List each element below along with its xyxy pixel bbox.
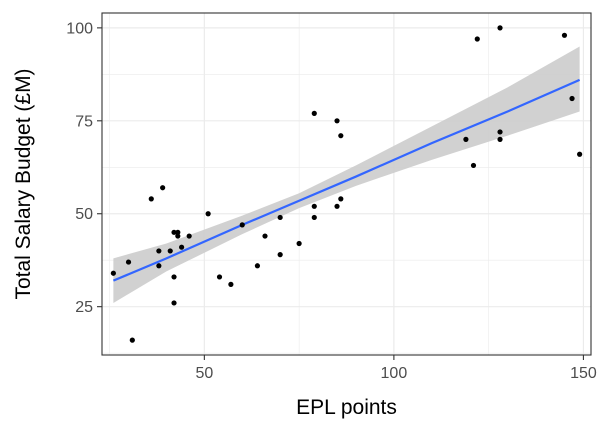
- y-tick-label: 75: [75, 113, 93, 130]
- data-point: [311, 110, 317, 116]
- y-tick-label: 50: [75, 206, 93, 223]
- data-point: [186, 233, 192, 239]
- data-point: [277, 214, 283, 221]
- data-point: [262, 233, 268, 239]
- data-point: [474, 36, 480, 42]
- axis-ticks: 50 100 150 25 50 75 100: [66, 20, 597, 382]
- data-point: [470, 162, 477, 169]
- panel-border: [101, 12, 592, 356]
- data-point: [239, 222, 245, 228]
- data-point: [311, 214, 317, 221]
- x-tick-label: 150: [570, 365, 597, 382]
- data-point: [171, 300, 177, 306]
- data-point: [110, 270, 116, 276]
- data-point: [156, 248, 162, 254]
- data-point: [125, 259, 132, 265]
- data-points: [110, 25, 583, 343]
- data-point: [167, 248, 173, 254]
- data-point: [561, 32, 568, 38]
- data-point: [216, 274, 223, 280]
- data-point: [296, 240, 302, 247]
- data-point: [497, 129, 503, 135]
- data-point: [338, 133, 344, 139]
- data-point: [577, 151, 583, 157]
- y-tick-label: 25: [75, 299, 93, 316]
- y-axis-title: Total Salary Budget (£M): [12, 68, 35, 299]
- data-point: [334, 118, 340, 124]
- data-point: [179, 244, 185, 250]
- data-point: [463, 136, 469, 142]
- x-axis-title: EPL points: [296, 396, 397, 419]
- data-point: [338, 196, 344, 202]
- data-point: [334, 203, 340, 209]
- data-point: [171, 229, 177, 235]
- confidence-band-group: [113, 46, 580, 303]
- data-point: [228, 281, 234, 287]
- data-point: [156, 263, 162, 269]
- x-tick-label: 100: [381, 365, 408, 382]
- data-point: [277, 252, 283, 258]
- regression-line: [112, 78, 581, 282]
- data-point: [311, 203, 317, 209]
- fit-line-group: [112, 78, 581, 282]
- data-point: [569, 95, 575, 102]
- grid-lines: [102, 13, 591, 355]
- y-tick-label: 100: [66, 20, 93, 37]
- confidence-band: [113, 46, 580, 303]
- data-point: [160, 185, 166, 191]
- data-point: [129, 337, 135, 343]
- data-point: [497, 25, 503, 31]
- data-point: [175, 229, 181, 235]
- data-point: [254, 263, 261, 269]
- data-point: [175, 233, 181, 239]
- x-tick-label: 50: [195, 365, 213, 382]
- data-point: [497, 136, 503, 142]
- data-point: [171, 274, 177, 280]
- data-point: [205, 211, 211, 217]
- data-point: [148, 196, 154, 202]
